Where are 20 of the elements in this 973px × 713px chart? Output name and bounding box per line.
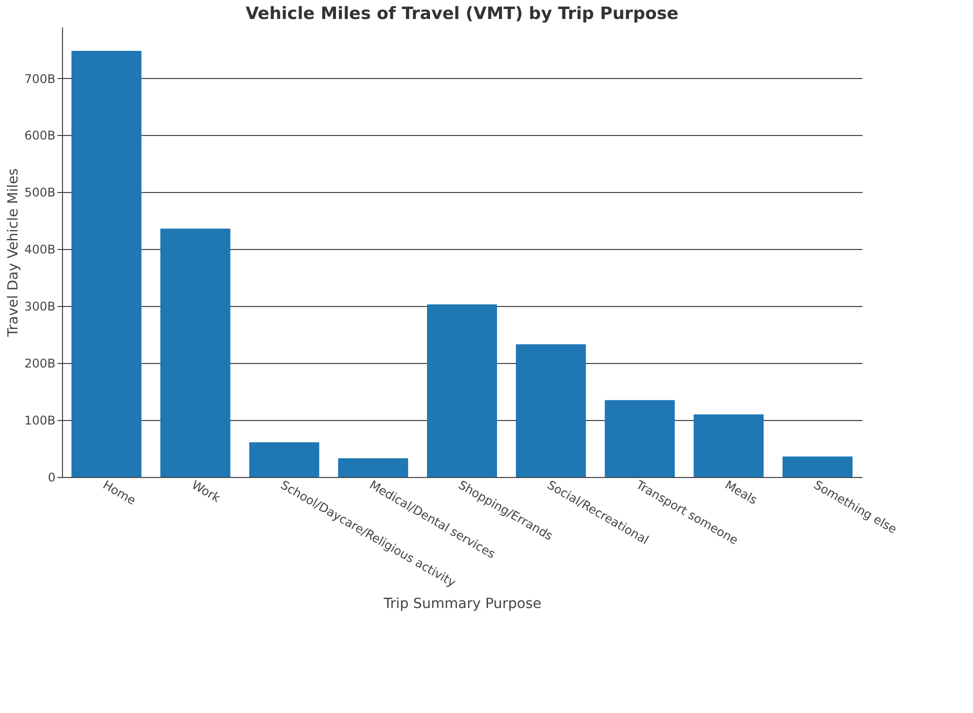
y-tick-label: 500B (24, 186, 56, 200)
chart-title: Vehicle Miles of Travel (VMT) by Trip Purpose (246, 4, 678, 24)
y-tick-label: 0 (48, 470, 56, 484)
y-tick-label: 200B (24, 356, 56, 371)
x-axis-title: Trip Summary Purpose (382, 596, 542, 612)
y-tick-label: 700B (24, 72, 56, 86)
bar (604, 400, 675, 477)
bar (782, 456, 853, 477)
bar (427, 304, 497, 477)
y-tick-label: 300B (24, 300, 56, 314)
bar (694, 414, 764, 477)
bar (71, 50, 142, 477)
y-tick-label: 400B (24, 242, 56, 257)
y-tick-label: 100B (24, 414, 56, 428)
bar (338, 458, 408, 477)
y-tick-label: 600B (24, 128, 56, 143)
bar (516, 344, 586, 477)
bar (160, 228, 230, 477)
y-axis-title: Travel Day Vehicle Miles (5, 168, 22, 338)
bar (249, 442, 320, 477)
